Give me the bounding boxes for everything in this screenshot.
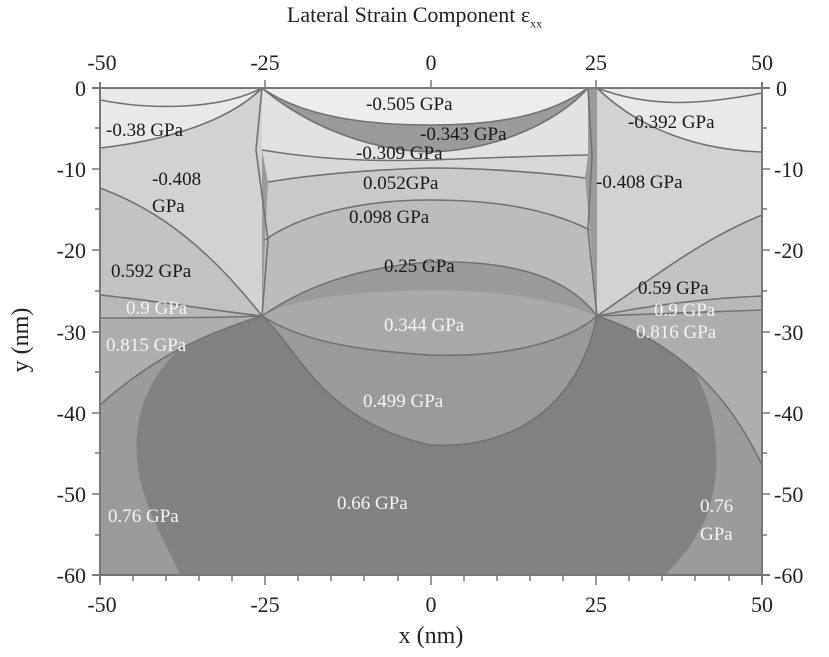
x-tick-bottom: 25 bbox=[585, 592, 607, 617]
contour-label: 0.76 bbox=[700, 496, 733, 517]
y-tick-right: -30 bbox=[774, 320, 803, 345]
x-tick-top: 0 bbox=[426, 50, 437, 75]
chart-title: Lateral Strain Component εxx bbox=[0, 2, 829, 31]
region-neg0408-right bbox=[597, 88, 762, 316]
region-neg0505 bbox=[262, 88, 588, 125]
x-tick-bottom: 0 bbox=[426, 592, 437, 617]
x-tick-bottom: 50 bbox=[751, 592, 773, 617]
x-tick-bottom: -50 bbox=[87, 592, 116, 617]
x-axis-label: x (nm) bbox=[399, 623, 464, 649]
x-tick-top: 25 bbox=[585, 50, 607, 75]
y-tick-left: -40 bbox=[57, 401, 86, 426]
contour-label: 0.66 GPa bbox=[337, 493, 408, 514]
contour-label: 0.816 GPa bbox=[636, 322, 717, 343]
chart-title-subscript: xx bbox=[530, 16, 543, 31]
contour-label: 0.76 GPa bbox=[108, 506, 179, 527]
y-tick-right: 0 bbox=[776, 76, 787, 101]
region-059-right bbox=[597, 215, 762, 316]
region-025 bbox=[262, 200, 597, 316]
x-tick-top: 50 bbox=[751, 50, 773, 75]
top-x-tick-labels: -50 -25 0 25 50 bbox=[87, 50, 773, 75]
contour-label: GPa bbox=[152, 196, 185, 217]
y-tick-right: -60 bbox=[774, 563, 803, 588]
contour-label: -0.309 GPa bbox=[356, 143, 443, 164]
chart-title-main: Lateral Strain Component ε bbox=[286, 2, 531, 27]
bottom-x-tick-labels: -50 -25 0 25 50 bbox=[87, 592, 773, 617]
y-tick-right: -20 bbox=[774, 238, 803, 263]
region-neg0343 bbox=[262, 88, 588, 161]
y-tick-left: -10 bbox=[57, 157, 86, 182]
contour-label: -0.408 GPa bbox=[596, 172, 683, 193]
y-tick-left: 0 bbox=[75, 76, 86, 101]
y-tick-right: -10 bbox=[774, 157, 803, 182]
x-tick-top: -25 bbox=[250, 50, 279, 75]
contour-label: 0.499 GPa bbox=[363, 391, 444, 412]
y-axis-label: y (nm) bbox=[8, 308, 34, 373]
tick-marks bbox=[92, 80, 770, 585]
contour-label: 0.052GPa bbox=[363, 173, 439, 194]
region-neg0408-left bbox=[100, 88, 262, 316]
region-neg038 bbox=[100, 88, 262, 148]
region-0344 bbox=[262, 290, 597, 356]
y-tick-left: -20 bbox=[57, 238, 86, 263]
region-0815-left bbox=[100, 295, 262, 405]
y-tick-right: -40 bbox=[774, 401, 803, 426]
contour-label: GPa bbox=[700, 524, 733, 545]
contour-label: -0.505 GPa bbox=[366, 94, 453, 115]
contour-labels: -0.505 GPa -0.38 GPa -0.343 GPa -0.392 G… bbox=[106, 94, 733, 545]
region-0816-right bbox=[597, 310, 762, 465]
contour-label: -0.343 GPa bbox=[420, 124, 507, 145]
contour-lines bbox=[99, 87, 763, 466]
region-0098 bbox=[265, 168, 590, 240]
contour-fills bbox=[100, 88, 762, 575]
contour-label: -0.392 GPa bbox=[628, 112, 715, 133]
right-y-tick-labels: 0 -10 -20 -30 -40 -50 -60 bbox=[774, 76, 803, 588]
region-neg0392 bbox=[588, 88, 762, 152]
x-tick-bottom: -25 bbox=[250, 592, 279, 617]
region-0592-left bbox=[100, 188, 262, 316]
contour-label: -0.408 bbox=[152, 169, 201, 190]
contour-label: 0.9 GPa bbox=[126, 298, 188, 319]
contour-label: 0.9 GPa bbox=[654, 300, 716, 321]
y-tick-left: -30 bbox=[57, 320, 86, 345]
y-tick-left: -50 bbox=[57, 482, 86, 507]
contour-label: 0.592 GPa bbox=[111, 261, 192, 282]
y-tick-left: -60 bbox=[57, 563, 86, 588]
y-tick-right: -50 bbox=[774, 482, 803, 507]
contour-label: -0.38 GPa bbox=[106, 120, 184, 141]
contour-label: 0.815 GPa bbox=[106, 335, 187, 356]
contour-label: 0.098 GPa bbox=[349, 207, 430, 228]
contour-label: 0.25 GPa bbox=[384, 256, 455, 277]
left-y-tick-labels: 0 -10 -20 -30 -40 -50 -60 bbox=[57, 76, 86, 588]
contour-label: 0.344 GPa bbox=[384, 315, 465, 336]
contour-label: 0.59 GPa bbox=[638, 278, 709, 299]
x-tick-top: -50 bbox=[87, 50, 116, 75]
region-09-left bbox=[100, 295, 262, 318]
